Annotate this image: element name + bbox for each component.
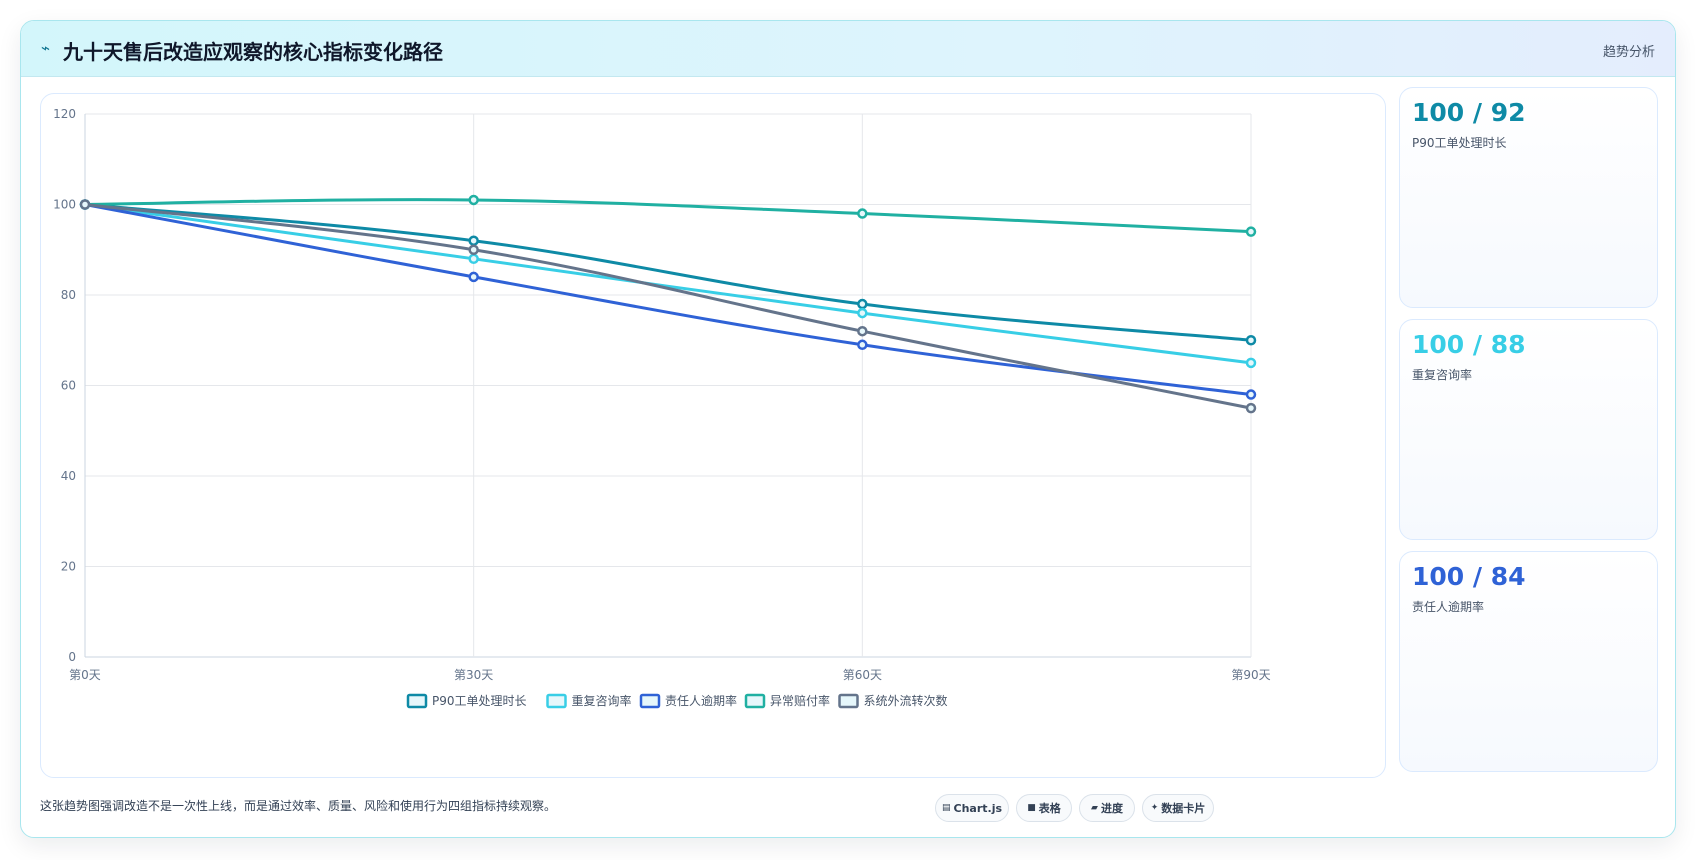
progress-icon: ▰	[1091, 803, 1098, 813]
legend-label: P90工单处理时长	[432, 694, 527, 708]
kpi-value: 100 / 88	[1412, 330, 1526, 359]
data-point	[1245, 357, 1257, 369]
tag-label: 进度	[1100, 802, 1123, 815]
sparkle-icon: ✦	[1150, 803, 1159, 813]
data-point	[1245, 335, 1257, 346]
series-line	[83, 203, 1253, 342]
tag-chartjs[interactable]: ▤ Chart.js	[935, 794, 1009, 822]
kpi-label: P90工单处理时长	[1412, 136, 1507, 150]
series-line	[83, 203, 1253, 410]
y-tick-label: 100	[53, 198, 76, 212]
legend-swatch	[838, 693, 859, 709]
chart-icon: ▤	[941, 803, 951, 813]
legend-swatch	[406, 693, 428, 709]
x-tick-label: 第30天	[454, 668, 493, 682]
series-line	[83, 203, 1253, 365]
kpi-label: 重复咨询率	[1412, 368, 1473, 382]
trend-card: ⌁ 九十天售后改造应观察的核心指标变化路径 趋势分析 0 20 40 60 80 100 1…	[20, 20, 1676, 838]
data-point	[857, 307, 868, 319]
data-point	[468, 194, 479, 206]
series-line	[83, 203, 1253, 397]
series-line	[83, 198, 1253, 234]
table-icon: ■	[1027, 803, 1036, 813]
data-point	[1245, 389, 1257, 400]
y-tick-label: 40	[61, 469, 76, 483]
legend-swatch	[546, 693, 567, 709]
x-tick-label: 第90天	[1231, 668, 1270, 682]
legend-swatch	[639, 693, 661, 709]
kpi-value: 100 / 92	[1412, 98, 1526, 127]
data-point	[857, 298, 868, 310]
legend-label: 责任人逾期率	[665, 693, 737, 708]
data-point	[1245, 226, 1257, 237]
x-tick-label: 第60天	[843, 668, 882, 682]
tag-progress[interactable]: ▰ 进度	[1079, 794, 1135, 822]
card-title: 九十天售后改造应观察的核心指标变化路径	[63, 40, 443, 64]
kpi-card-p90: 100 / 92 P90工单处理时长	[1399, 87, 1658, 308]
header-tag: 趋势分析	[1602, 45, 1655, 60]
tag-label: Chart.js	[953, 801, 1003, 815]
data-point	[468, 235, 479, 246]
kpi-card-overdue: 100 / 84 责任人逾期率	[1399, 551, 1658, 772]
legend-swatch	[744, 693, 766, 709]
data-point	[468, 271, 479, 283]
tag-data-card[interactable]: ✦ 数据卡片	[1142, 794, 1214, 822]
chart-panel: 0 20 40 60 80 100 120 第0天 第30天 第60天 第90天 P90工单处理时长 重…	[40, 93, 1386, 778]
y-tick-label: 60	[61, 379, 76, 393]
data-point	[468, 244, 479, 255]
kpi-card-repeat-inquiry: 100 / 88 重复咨询率	[1399, 319, 1658, 540]
y-tick-label: 0	[68, 650, 76, 664]
y-tick-label: 80	[61, 288, 76, 302]
tag-table[interactable]: ■ 表格	[1016, 794, 1072, 822]
data-point	[1245, 402, 1257, 414]
data-point	[468, 253, 479, 265]
footer-caption: 这张趋势图强调改造不是一次性上线，而是通过效率、质量、风险和使用行为四组指标持续…	[40, 799, 557, 813]
x-tick-label: 第0天	[69, 668, 101, 682]
legend-label: 系统外流转次数	[864, 693, 948, 708]
data-point	[857, 325, 868, 337]
line-chart: 0 20 40 60 80 100 120 第0天 第30天 第60天 第90天 P90工单处理时长 重…	[53, 107, 1271, 709]
kpi-label: 责任人逾期率	[1412, 600, 1485, 614]
legend-label: 重复咨询率	[572, 693, 632, 708]
tag-label: 数据卡片	[1161, 802, 1206, 815]
data-point	[857, 208, 868, 219]
tag-label: 表格	[1038, 802, 1061, 815]
data-point	[79, 199, 91, 210]
chart-trend-icon: ⌁	[41, 40, 51, 57]
card-header: ⌁ 九十天售后改造应观察的核心指标变化路径 趋势分析	[21, 21, 1675, 77]
y-tick-label: 120	[53, 107, 76, 121]
kpi-value: 100 / 84	[1412, 562, 1526, 591]
legend-label: 异常赔付率	[770, 693, 830, 708]
data-point	[857, 339, 868, 351]
y-tick-label: 20	[61, 560, 76, 574]
